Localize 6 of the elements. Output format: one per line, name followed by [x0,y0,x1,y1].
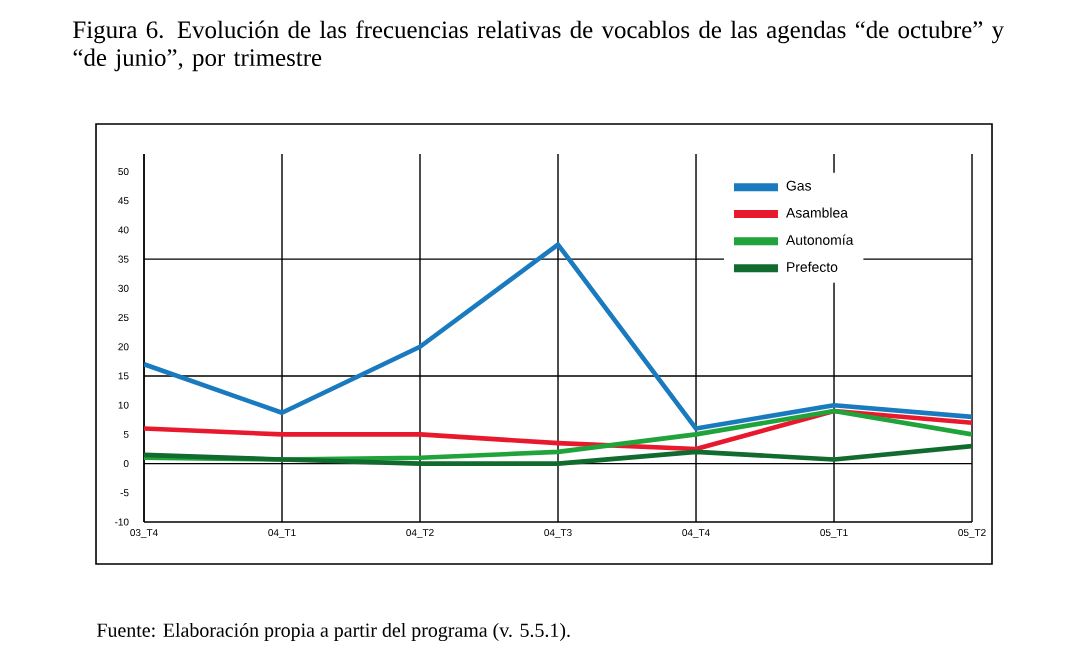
chart-title: Figura 6. Evolución de las frecuencias relativas de vocablos de las agendas “de octubre” y “de junio”, por trimestre [73,20,1004,72]
source-note: Fuente: Elaboración propia a partir del programa (v. 5.5.1). [96,622,570,642]
line-series [144,408,973,452]
line-series [144,242,973,431]
line-series [144,443,973,466]
line-series [144,408,973,462]
